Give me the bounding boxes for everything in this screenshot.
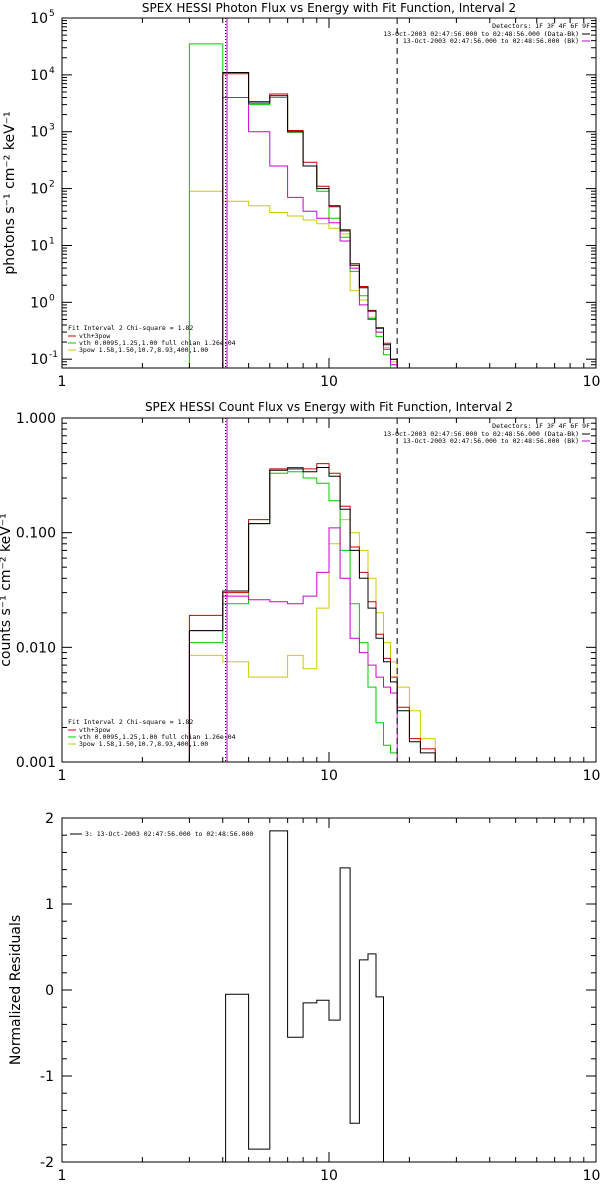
residuals-panel: Normalized Residuals -2 -1 0 1 2 1 10 100 3: 13-O… xyxy=(8,811,600,1184)
legend-fit-interval: Fit Interval 2 Chi-square = 1.82 xyxy=(68,324,193,332)
x-tick-label: 1 xyxy=(58,1168,67,1184)
y-tick-label-base: 10 xyxy=(30,125,48,141)
legend-entry: 3pow 1.58,1.50,10.7,8.93,400,1.00 xyxy=(79,346,208,354)
legend-entry: 13-Oct-2003 02:47:56.000 to 02:48:56.000… xyxy=(383,30,579,38)
x-tick-label: 100 xyxy=(583,374,600,390)
y-tick-label-base: 10 xyxy=(30,68,48,84)
legend-entry: 13-Oct-2003 02:47:56.000 to 02:48:56.000… xyxy=(383,430,579,438)
legend-entry: 3: 13-Oct-2003 02:47:56.000 to 02:48:56.… xyxy=(85,830,253,838)
chart-title: SPEX HESSI Count Flux vs Energy with Fit… xyxy=(145,400,513,414)
x-tick-label: 10 xyxy=(320,374,338,390)
y-axis-label: Normalized Residuals xyxy=(8,915,24,1065)
legend-entry: 13-Oct-2003 02:47:56.000 to 02:48:56.000… xyxy=(403,437,579,445)
series-bk xyxy=(188,527,398,762)
chart-title: SPEX HESSI Photon Flux vs Energy with Fi… xyxy=(142,1,516,15)
series-vth xyxy=(188,471,398,762)
y-tick-label-base: 10 xyxy=(30,352,48,368)
y-axis-label: photons s⁻¹ cm⁻² keV⁻¹ xyxy=(2,111,18,274)
y-tick-label-exponent: 3 xyxy=(49,123,55,133)
y-tick-label: -1 xyxy=(40,1069,54,1085)
plot-frame-1 xyxy=(61,17,597,369)
x-tick-label: 100 xyxy=(583,768,600,784)
legend-entry: vth+3pow xyxy=(79,726,110,734)
y-tick-label-base: 10 xyxy=(30,11,48,27)
y-tick-label-exponent: -1 xyxy=(49,350,58,360)
y-tick-label-exponent: 4 xyxy=(49,66,55,76)
series-3pow xyxy=(188,519,436,762)
y-tick-label: 2 xyxy=(45,811,54,827)
x-tick-label: 100 xyxy=(583,1168,600,1184)
y-tick-label: 1.000 xyxy=(16,411,56,427)
plot-frame-3 xyxy=(61,817,597,1163)
x-tick-label: 1 xyxy=(58,768,67,784)
x-tick-label: 10 xyxy=(320,768,338,784)
legend-entry: vth 0.0095,1.25,1.00 full chian 1.26e-04 xyxy=(79,733,236,741)
legend-entry: vth 0.0095,1.25,1.00 full chian 1.26e-04 xyxy=(79,339,236,347)
photon-flux-panel: SPEX HESSI Photon Flux vs Energy with Fi… xyxy=(2,1,600,390)
y-tick-label-base: 10 xyxy=(30,238,48,254)
x-tick-label: 1 xyxy=(58,374,67,390)
y-tick-label: 0.001 xyxy=(16,755,56,771)
y-tick-label: -2 xyxy=(40,1155,54,1171)
y-tick-label: 0.100 xyxy=(16,526,56,542)
series-data-bk xyxy=(188,467,436,762)
legend-detectors: Detectors: 1F 3F 4F 6F 9F xyxy=(492,422,590,430)
legend-entry: 3pow 1.58,1.50,10.7,8.93,400,1.00 xyxy=(79,740,208,748)
y-tick-label-exponent: 2 xyxy=(49,180,55,190)
y-tick-label: 1 xyxy=(45,897,54,913)
y-tick-label-base: 10 xyxy=(30,182,48,198)
series-bk xyxy=(222,97,398,368)
x-tick-label: 10 xyxy=(320,1168,338,1184)
y-axis-label: counts s⁻¹ cm⁻² keV⁻¹ xyxy=(0,513,14,667)
y-tick-label-exponent: 5 xyxy=(49,9,55,19)
y-tick-label: 0 xyxy=(45,983,54,999)
plot-frame-2 xyxy=(61,417,597,763)
legend-entry: 13-Oct-2003 02:47:56.000 to 02:48:56.000… xyxy=(403,37,579,45)
count-flux-panel: SPEX HESSI Count Flux vs Energy with Fit… xyxy=(0,400,600,784)
legend-entry: vth+3pow xyxy=(79,332,110,340)
y-tick-label-exponent: 0 xyxy=(49,293,55,303)
legend-fit-interval: Fit Interval 2 Chi-square = 1.82 xyxy=(68,718,193,726)
legend-detectors: Detectors: 1F 3F 4F 6F 9F xyxy=(492,22,590,30)
y-tick-label: 0.010 xyxy=(16,640,56,656)
series-data-bk xyxy=(222,72,398,368)
series-vth xyxy=(188,43,398,369)
y-tick-label-base: 10 xyxy=(30,295,48,311)
residuals-series xyxy=(225,830,384,1162)
series-vth-3pow xyxy=(188,463,436,762)
y-tick-label-exponent: 1 xyxy=(49,236,55,246)
